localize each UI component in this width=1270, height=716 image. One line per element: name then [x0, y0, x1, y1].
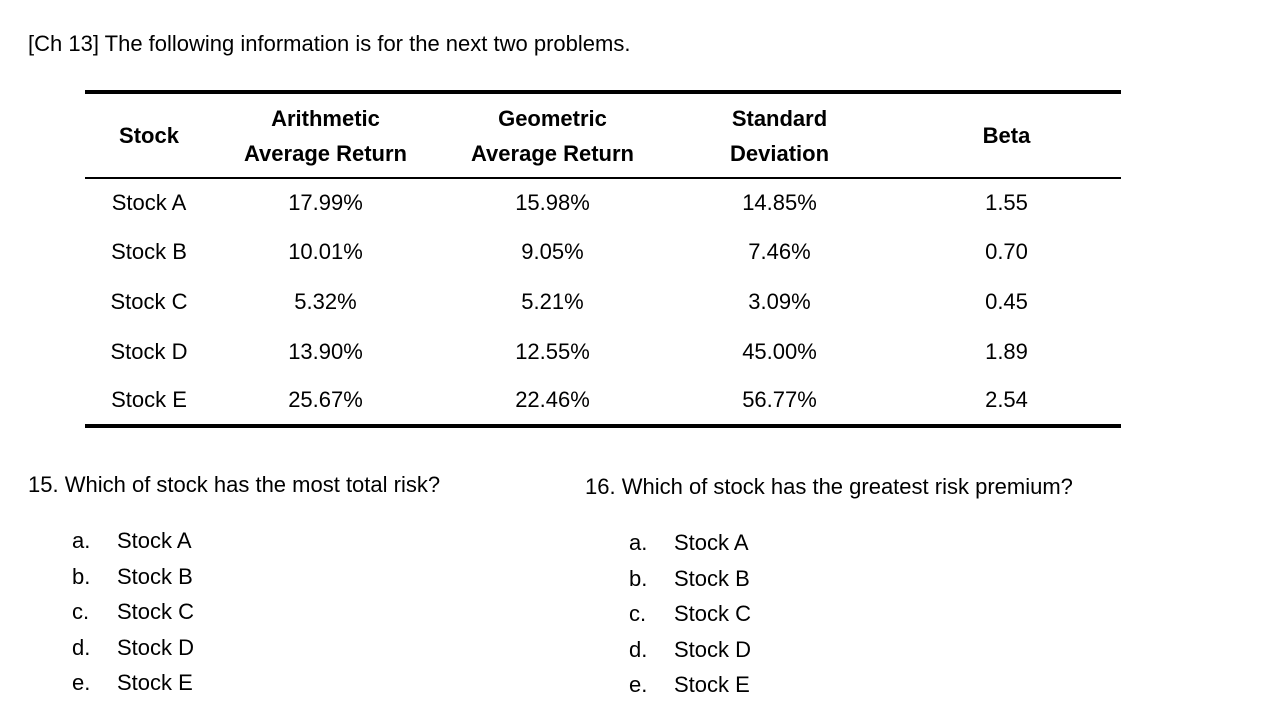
cell-stock-name: Stock A: [111, 190, 187, 216]
table-row: Stock A 17.99% 15.98% 14.85% 1.55: [85, 178, 1121, 228]
cell-arithmetic-return: 10.01%: [288, 239, 363, 265]
header-line: Standard: [731, 105, 828, 131]
table-row: Stock B 10.01% 9.05% 7.46% 0.70: [85, 228, 1121, 278]
header-line: Stock: [119, 123, 179, 148]
cell-beta: 2.54: [985, 387, 1028, 413]
cell-arithmetic-return: 17.99%: [288, 190, 363, 216]
table-header-row: Stock Arithmetic Average Return Geometri…: [85, 92, 1121, 179]
option-item: a. Stock A: [629, 525, 1245, 561]
option-item: b. Stock B: [629, 561, 1245, 597]
option-label: Stock C: [674, 601, 752, 626]
cell-beta: 1.55: [985, 190, 1028, 216]
option-letter: c.: [72, 599, 90, 624]
option-label: Stock E: [117, 670, 193, 695]
option-item: d. Stock D: [72, 630, 578, 666]
header-line: Average Return: [243, 140, 407, 166]
cell-geometric-return: 15.98%: [515, 190, 590, 216]
option-letter: a.: [72, 528, 91, 553]
option-item: c. Stock C: [629, 596, 1245, 632]
options-list: a. Stock A b. Stock B c. Stock C d. Stoc…: [629, 525, 1245, 703]
cell-arithmetic-return: 25.67%: [288, 387, 363, 413]
option-item: e. Stock E: [629, 667, 1245, 703]
header-line: Deviation: [729, 140, 830, 166]
option-letter: d.: [72, 634, 91, 660]
option-label: Stock D: [117, 634, 195, 660]
cell-arithmetic-return: 5.32%: [294, 288, 357, 314]
option-label: Stock C: [117, 599, 195, 624]
option-letter: c.: [629, 601, 647, 626]
option-item: b. Stock B: [72, 559, 578, 595]
cell-stock-name: Stock B: [111, 239, 187, 265]
option-letter: e.: [629, 672, 648, 697]
option-item: c. Stock C: [72, 594, 578, 630]
option-item: e. Stock E: [72, 665, 578, 701]
cell-geometric-return: 22.46%: [515, 387, 590, 413]
stock-table: Stock Arithmetic Average Return Geometri…: [85, 90, 1121, 428]
option-letter: b.: [629, 565, 648, 591]
option-label: Stock E: [674, 672, 750, 697]
question-number: 16.: [585, 474, 616, 499]
column-header-geometric-average-return: Geometric Average Return: [438, 92, 667, 179]
column-header-beta: Beta: [892, 92, 1121, 179]
cell-stock-name: Stock D: [110, 338, 188, 364]
option-label: Stock A: [674, 530, 749, 555]
cell-standard-deviation: 14.85%: [742, 190, 817, 216]
question-16: 16. Which of stock has the greatest risk…: [585, 474, 1245, 703]
option-item: d. Stock D: [629, 632, 1245, 668]
cell-arithmetic-return: 13.90%: [288, 338, 363, 364]
cell-standard-deviation: 3.09%: [748, 288, 811, 314]
option-label: Stock B: [117, 563, 193, 589]
cell-geometric-return: 9.05%: [521, 239, 584, 265]
column-header-arithmetic-average-return: Arithmetic Average Return: [213, 92, 438, 179]
header-line: Arithmetic: [271, 105, 380, 131]
cell-beta: 0.70: [985, 239, 1028, 265]
cell-geometric-return: 5.21%: [521, 288, 584, 314]
cell-standard-deviation: 7.46%: [748, 239, 811, 265]
column-header-stock: Stock: [85, 92, 213, 179]
option-letter: e.: [72, 670, 91, 695]
header-line: Geometric: [498, 105, 607, 131]
question-number: 15.: [28, 472, 59, 497]
question-text: Which of stock has the most total risk?: [64, 472, 441, 497]
table-row: Stock E 25.67% 22.46% 56.77% 2.54: [85, 376, 1121, 426]
option-item: a. Stock A: [72, 523, 578, 559]
question-text: Which of stock has the greatest risk pre…: [621, 474, 1073, 499]
option-letter: a.: [629, 530, 648, 555]
option-letter: b.: [72, 563, 91, 589]
cell-stock-name: Stock E: [111, 387, 187, 413]
column-header-standard-deviation: Standard Deviation: [667, 92, 892, 179]
intro-text: [Ch 13] The following information is for…: [28, 31, 631, 56]
cell-beta: 1.89: [985, 338, 1028, 364]
header-line: Average Return: [470, 140, 634, 166]
option-label: Stock B: [674, 565, 750, 591]
cell-stock-name: Stock C: [110, 288, 188, 314]
question-15: 15. Which of stock has the most total ri…: [28, 472, 578, 701]
cell-standard-deviation: 56.77%: [742, 387, 817, 413]
option-label: Stock A: [117, 528, 192, 553]
option-label: Stock D: [674, 636, 752, 662]
option-letter: d.: [629, 636, 648, 662]
options-list: a. Stock A b. Stock B c. Stock C d. Stoc…: [72, 523, 578, 701]
cell-standard-deviation: 45.00%: [742, 338, 817, 364]
table-row: Stock D 13.90% 12.55% 45.00% 1.89: [85, 327, 1121, 377]
cell-beta: 0.45: [985, 288, 1028, 314]
header-line: Beta: [982, 123, 1031, 148]
table-row: Stock C 5.32% 5.21% 3.09% 0.45: [85, 277, 1121, 327]
cell-geometric-return: 12.55%: [515, 338, 590, 364]
